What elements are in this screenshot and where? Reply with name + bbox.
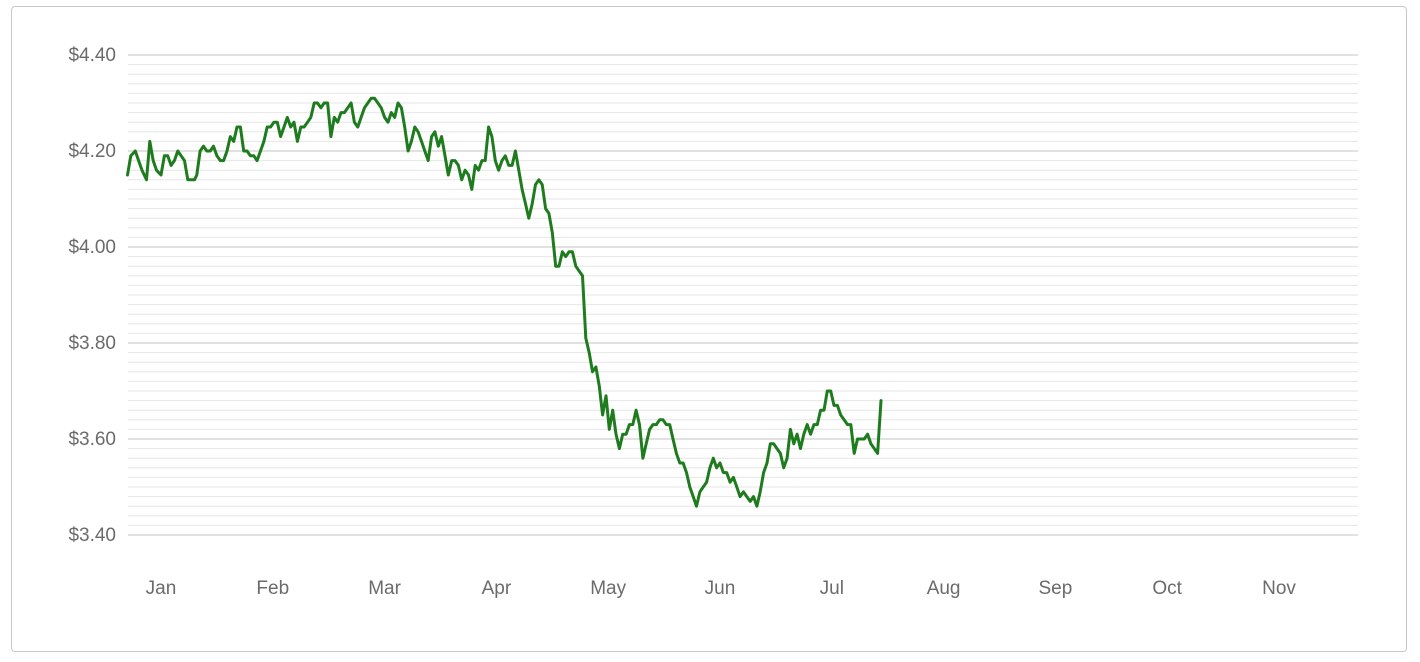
y-tick-label: $4.20 bbox=[68, 141, 116, 162]
x-tick-label: Feb bbox=[256, 578, 289, 599]
price-series-line bbox=[126, 96, 883, 508]
y-axis-ticks: $4.40 $4.20 $4.00 $3.80 $3.60 $3.40 bbox=[68, 45, 116, 546]
y-tick-label: $3.40 bbox=[68, 525, 116, 546]
x-tick-label: Jan bbox=[146, 578, 177, 599]
x-tick-label: May bbox=[590, 578, 626, 599]
x-tick-label: Apr bbox=[482, 578, 512, 599]
x-axis-ticks: Jan Feb Mar Apr May Jun Jul Aug Sep Oct Nov bbox=[146, 578, 1297, 599]
x-tick-label: Jun bbox=[705, 578, 736, 599]
y-tick-label: $3.80 bbox=[68, 333, 116, 354]
gridlines bbox=[128, 54, 1358, 536]
x-tick-label: Oct bbox=[1152, 578, 1182, 599]
y-tick-label: $3.60 bbox=[68, 429, 116, 450]
x-tick-label: Mar bbox=[368, 578, 401, 599]
y-tick-label: $4.40 bbox=[68, 45, 116, 66]
x-tick-label: Sep bbox=[1038, 578, 1072, 599]
y-tick-label: $4.00 bbox=[68, 237, 116, 258]
x-tick-label: Nov bbox=[1262, 578, 1296, 599]
chart-frame bbox=[11, 6, 1407, 652]
x-tick-label: Aug bbox=[927, 578, 961, 599]
series-layer bbox=[126, 96, 883, 508]
x-tick-label: Jul bbox=[820, 578, 844, 599]
